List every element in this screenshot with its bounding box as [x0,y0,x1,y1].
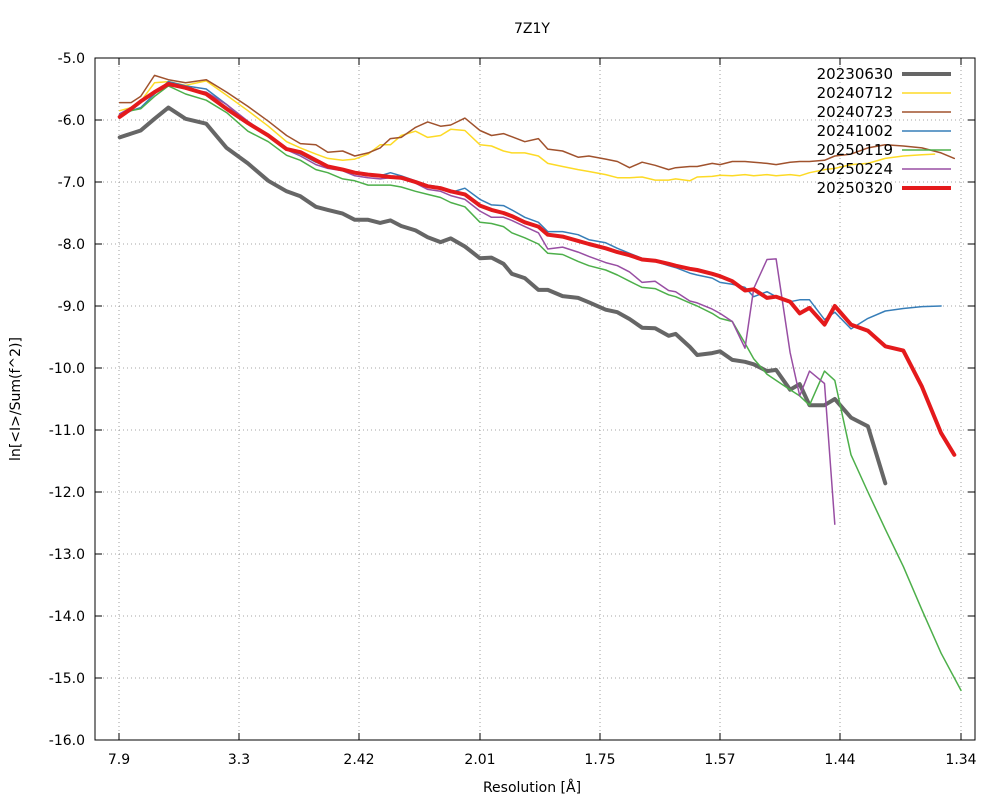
x-tick-label: 7.9 [108,752,130,768]
legend-label-20250224: 20250224 [817,160,893,178]
legend-label-20240723: 20240723 [817,103,893,121]
series-line-20230630 [117,105,888,486]
x-tick-label: 1.57 [704,752,735,768]
x-tick-label: 1.34 [945,752,976,768]
y-axis-label: ln[<I>/Sum(f^2)] [8,337,24,461]
legend-label-20250320: 20250320 [817,179,893,197]
series-line-20250320 [117,82,957,457]
y-tick-label: -15.0 [49,671,85,687]
y-tick-label: -14.0 [49,609,85,625]
x-tick-label: 2.42 [343,752,374,768]
y-tick-label: -16.0 [49,733,85,749]
x-axis-label: Resolution [Å] [483,779,581,796]
x-tick-label: 2.01 [464,752,495,768]
tick-layer: 7.9 3.3 2.42 2.01 1.75 1.57 1.44 1.34 -16.0 -15.0… [49,51,977,768]
legend-label-20241002: 20241002 [817,122,893,140]
y-tick-label: -11.0 [49,423,85,439]
legend-label-20240712: 20240712 [817,84,893,102]
legend-label-20230630: 20230630 [817,65,893,83]
y-tick-label: -9.0 [58,299,85,315]
y-tick-label: -6.0 [58,113,85,129]
plot-frame [94,57,976,741]
legend: 2023063020240712202407232024100220250119… [817,65,951,197]
series-line-20240712 [118,80,936,182]
y-tick-label: -7.0 [58,175,85,191]
x-tick-label: 1.75 [584,752,615,768]
legend-label-20250119: 20250119 [817,141,893,159]
series-line-20250119 [118,85,962,692]
y-tick-label: -12.0 [49,485,85,501]
x-tick-label: 3.3 [228,752,250,768]
x-tick-label: 1.44 [824,752,855,768]
y-tick-label: -5.0 [58,51,85,67]
y-tick-label: -10.0 [49,361,85,377]
y-tick-label: -8.0 [58,237,85,253]
series-layer [117,74,962,692]
chart-title: 7Z1Y [514,21,550,37]
series-line-20240723 [118,74,956,171]
y-tick-label: -13.0 [49,547,85,563]
